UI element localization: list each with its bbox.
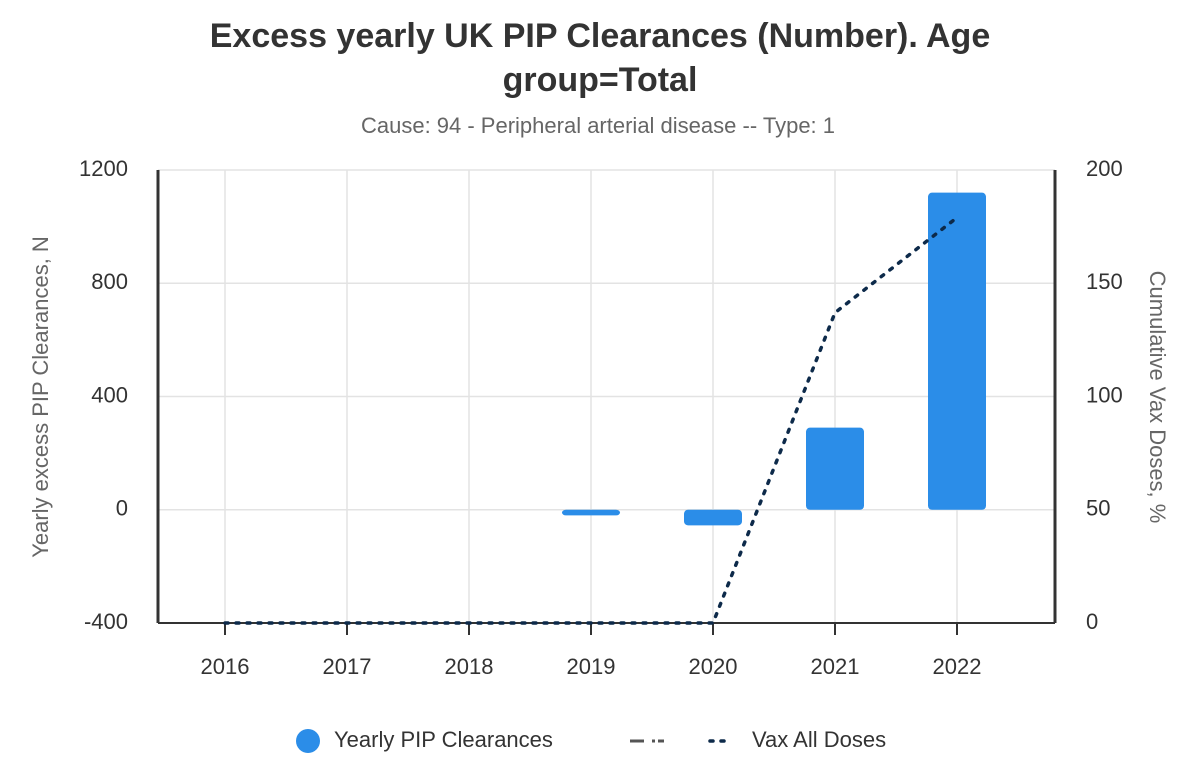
bar bbox=[806, 427, 864, 510]
y-tick-label: 0 bbox=[116, 496, 128, 521]
y-tick-label: 800 bbox=[91, 269, 128, 294]
y-axis-label: Yearly excess PIP Clearances, N bbox=[28, 236, 53, 558]
y2-tick-label: 0 bbox=[1086, 609, 1098, 634]
x-tick-label: 2016 bbox=[201, 654, 250, 679]
y-tick-label: -400 bbox=[84, 609, 128, 634]
x-tick-label: 2017 bbox=[323, 654, 372, 679]
y-tick-label: 400 bbox=[91, 382, 128, 407]
x-tick-label: 2019 bbox=[567, 654, 616, 679]
bar bbox=[562, 509, 620, 516]
x-tick-label: 2022 bbox=[933, 654, 982, 679]
y2-tick-label: 50 bbox=[1086, 496, 1110, 521]
y2-tick-label: 150 bbox=[1086, 269, 1123, 294]
y2-axis-label: Cumulative Vax Doses, % bbox=[1145, 271, 1170, 524]
y2-tick-label: 200 bbox=[1086, 156, 1123, 181]
x-tick-label: 2018 bbox=[445, 654, 494, 679]
bar bbox=[928, 192, 986, 510]
x-tick-label: 2020 bbox=[689, 654, 738, 679]
legend-label: Vax All Doses bbox=[752, 727, 886, 752]
legend-marker bbox=[296, 729, 320, 753]
chart-title: Excess yearly UK PIP Clearances (Number)… bbox=[210, 17, 991, 99]
grid bbox=[158, 169, 1055, 624]
chart-subtitle: Cause: 94 - Peripheral arterial disease … bbox=[361, 113, 835, 138]
x-tick-label: 2021 bbox=[811, 654, 860, 679]
y2-tick-label: 100 bbox=[1086, 382, 1123, 407]
legend-label: Yearly PIP Clearances bbox=[334, 727, 553, 752]
y-tick-label: 1200 bbox=[79, 156, 128, 181]
bar bbox=[684, 509, 742, 526]
line bbox=[223, 215, 959, 625]
